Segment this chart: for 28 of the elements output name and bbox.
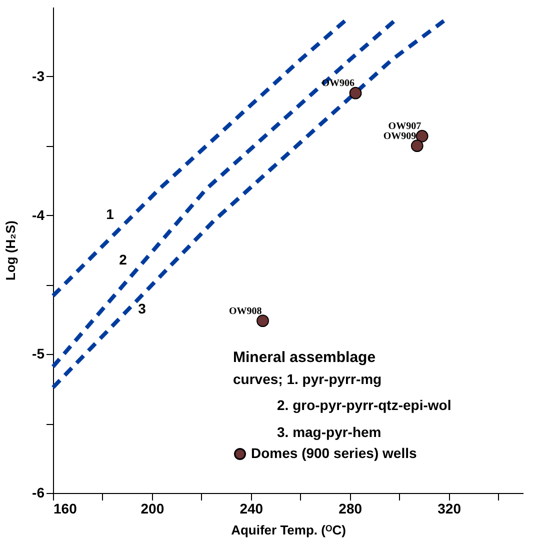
y-tick-label: -5 <box>32 346 45 362</box>
annotation: 3. mag-pyr-hem <box>277 424 382 440</box>
x-tick-label: 320 <box>438 500 462 516</box>
y-tick-label: -6 <box>32 484 45 500</box>
series-label: 3 <box>138 300 146 316</box>
x-tick-label: 200 <box>140 500 164 516</box>
point <box>256 314 269 328</box>
x-tick-label: 280 <box>338 500 362 516</box>
data-label: OW908 <box>228 306 262 317</box>
y-tick-label: -3 <box>32 68 45 84</box>
x-tick-label: 160 <box>54 500 78 516</box>
data-label: OW909 <box>383 130 416 142</box>
legend-label: Domes (900 series) wells <box>251 445 417 461</box>
point <box>349 86 362 100</box>
annotation: Mineral assemblage <box>233 349 376 366</box>
annotation: curves; 1. pyr-pyrr-mg <box>233 371 382 387</box>
point <box>410 140 424 152</box>
y-axis-title: Log (H₂S) <box>3 220 18 280</box>
x-tick-label: 240 <box>240 500 264 516</box>
point <box>416 130 428 142</box>
data-label: OW906 <box>322 78 355 90</box>
x-axis-title: Aquifer Temp. (ᴼC) <box>231 522 346 538</box>
annotation: 2. gro-pyr-pyrr-qtz-epi-wol <box>277 397 452 413</box>
line-series <box>51 18 446 390</box>
y-tick-label: -4 <box>32 206 45 223</box>
series-label: 2 <box>119 252 128 268</box>
data-label: OW907 <box>388 121 422 132</box>
series-label: 1 <box>106 206 114 222</box>
